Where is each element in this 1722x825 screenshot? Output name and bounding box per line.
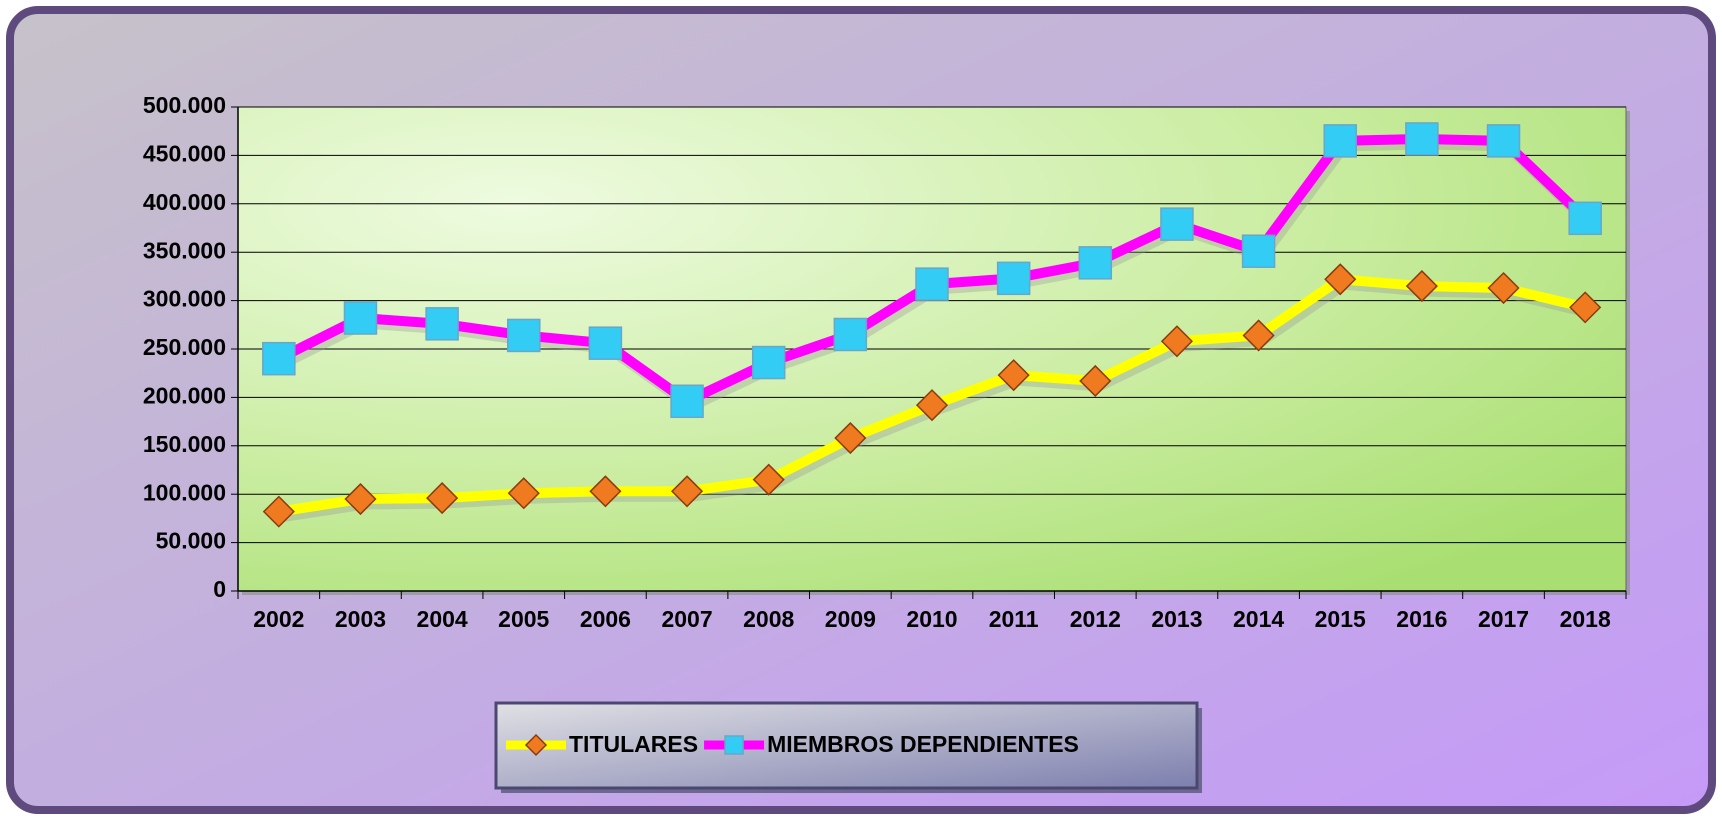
y-tick-label: 100.000	[143, 479, 226, 505]
marker	[1486, 124, 1521, 158]
marker	[834, 421, 867, 455]
x-tick-label: 2007	[661, 606, 712, 632]
marker	[724, 735, 744, 755]
marker	[752, 463, 785, 496]
marker	[1324, 263, 1357, 296]
marker	[507, 477, 540, 510]
marker	[1568, 201, 1602, 236]
marker	[1078, 246, 1113, 280]
y-tick-label: 50.000	[156, 528, 226, 554]
marker	[1405, 270, 1438, 303]
marker	[997, 359, 1030, 392]
marker	[1242, 319, 1275, 352]
y-tick-label: 0	[213, 576, 226, 602]
x-tick-label: 2013	[1151, 606, 1202, 632]
marker	[1079, 364, 1112, 398]
x-tick-label: 2018	[1560, 606, 1611, 632]
x-tick-label: 2009	[825, 606, 876, 632]
y-tick-label: 200.000	[143, 382, 226, 408]
y-tick-label: 300.000	[143, 286, 226, 312]
x-tick-label: 2012	[1070, 606, 1121, 632]
marker	[670, 384, 704, 419]
x-tick-label: 2003	[335, 606, 386, 632]
marker	[507, 318, 541, 353]
y-tick-label: 250.000	[143, 334, 226, 360]
marker	[1569, 291, 1602, 324]
marker	[588, 326, 623, 360]
marker	[1160, 207, 1194, 241]
y-tick-label: 150.000	[143, 431, 226, 457]
legend-label: MIEMBROS DEPENDIENTES	[767, 731, 1079, 757]
marker	[425, 307, 459, 341]
marker	[1323, 124, 1357, 158]
x-tick-label: 2011	[989, 606, 1039, 632]
y-tick-label: 350.000	[143, 237, 226, 263]
legend-label: TITULARES	[569, 731, 698, 757]
marker	[915, 267, 949, 301]
x-tick-label: 2006	[580, 606, 631, 632]
marker	[1160, 325, 1194, 358]
marker	[343, 301, 378, 335]
x-tick-label: 2005	[498, 606, 549, 632]
marker	[1405, 122, 1439, 156]
legend	[494, 701, 1199, 790]
marker	[426, 482, 459, 515]
y-tick-label: 400.000	[143, 189, 226, 215]
x-tick-label: 2015	[1315, 606, 1366, 632]
marker	[670, 475, 704, 508]
x-tick-label: 2016	[1396, 606, 1447, 632]
marker	[915, 389, 949, 422]
x-tick-label: 2014	[1233, 606, 1284, 632]
marker	[262, 341, 296, 376]
y-tick-label: 450.000	[143, 140, 226, 166]
marker	[1487, 271, 1520, 305]
y-tick-label: 500.000	[143, 92, 226, 118]
marker	[751, 345, 786, 380]
marker	[262, 495, 295, 528]
x-tick-label: 2017	[1478, 606, 1529, 632]
marker	[1241, 234, 1276, 268]
marker	[996, 261, 1031, 296]
marker	[344, 482, 377, 516]
x-tick-label: 2008	[743, 606, 794, 632]
x-tick-label: 2010	[906, 606, 957, 632]
x-tick-label: 2002	[253, 606, 304, 632]
marker	[524, 733, 548, 757]
marker	[589, 475, 622, 508]
x-tick-label: 2004	[417, 606, 468, 632]
marker	[833, 317, 868, 352]
